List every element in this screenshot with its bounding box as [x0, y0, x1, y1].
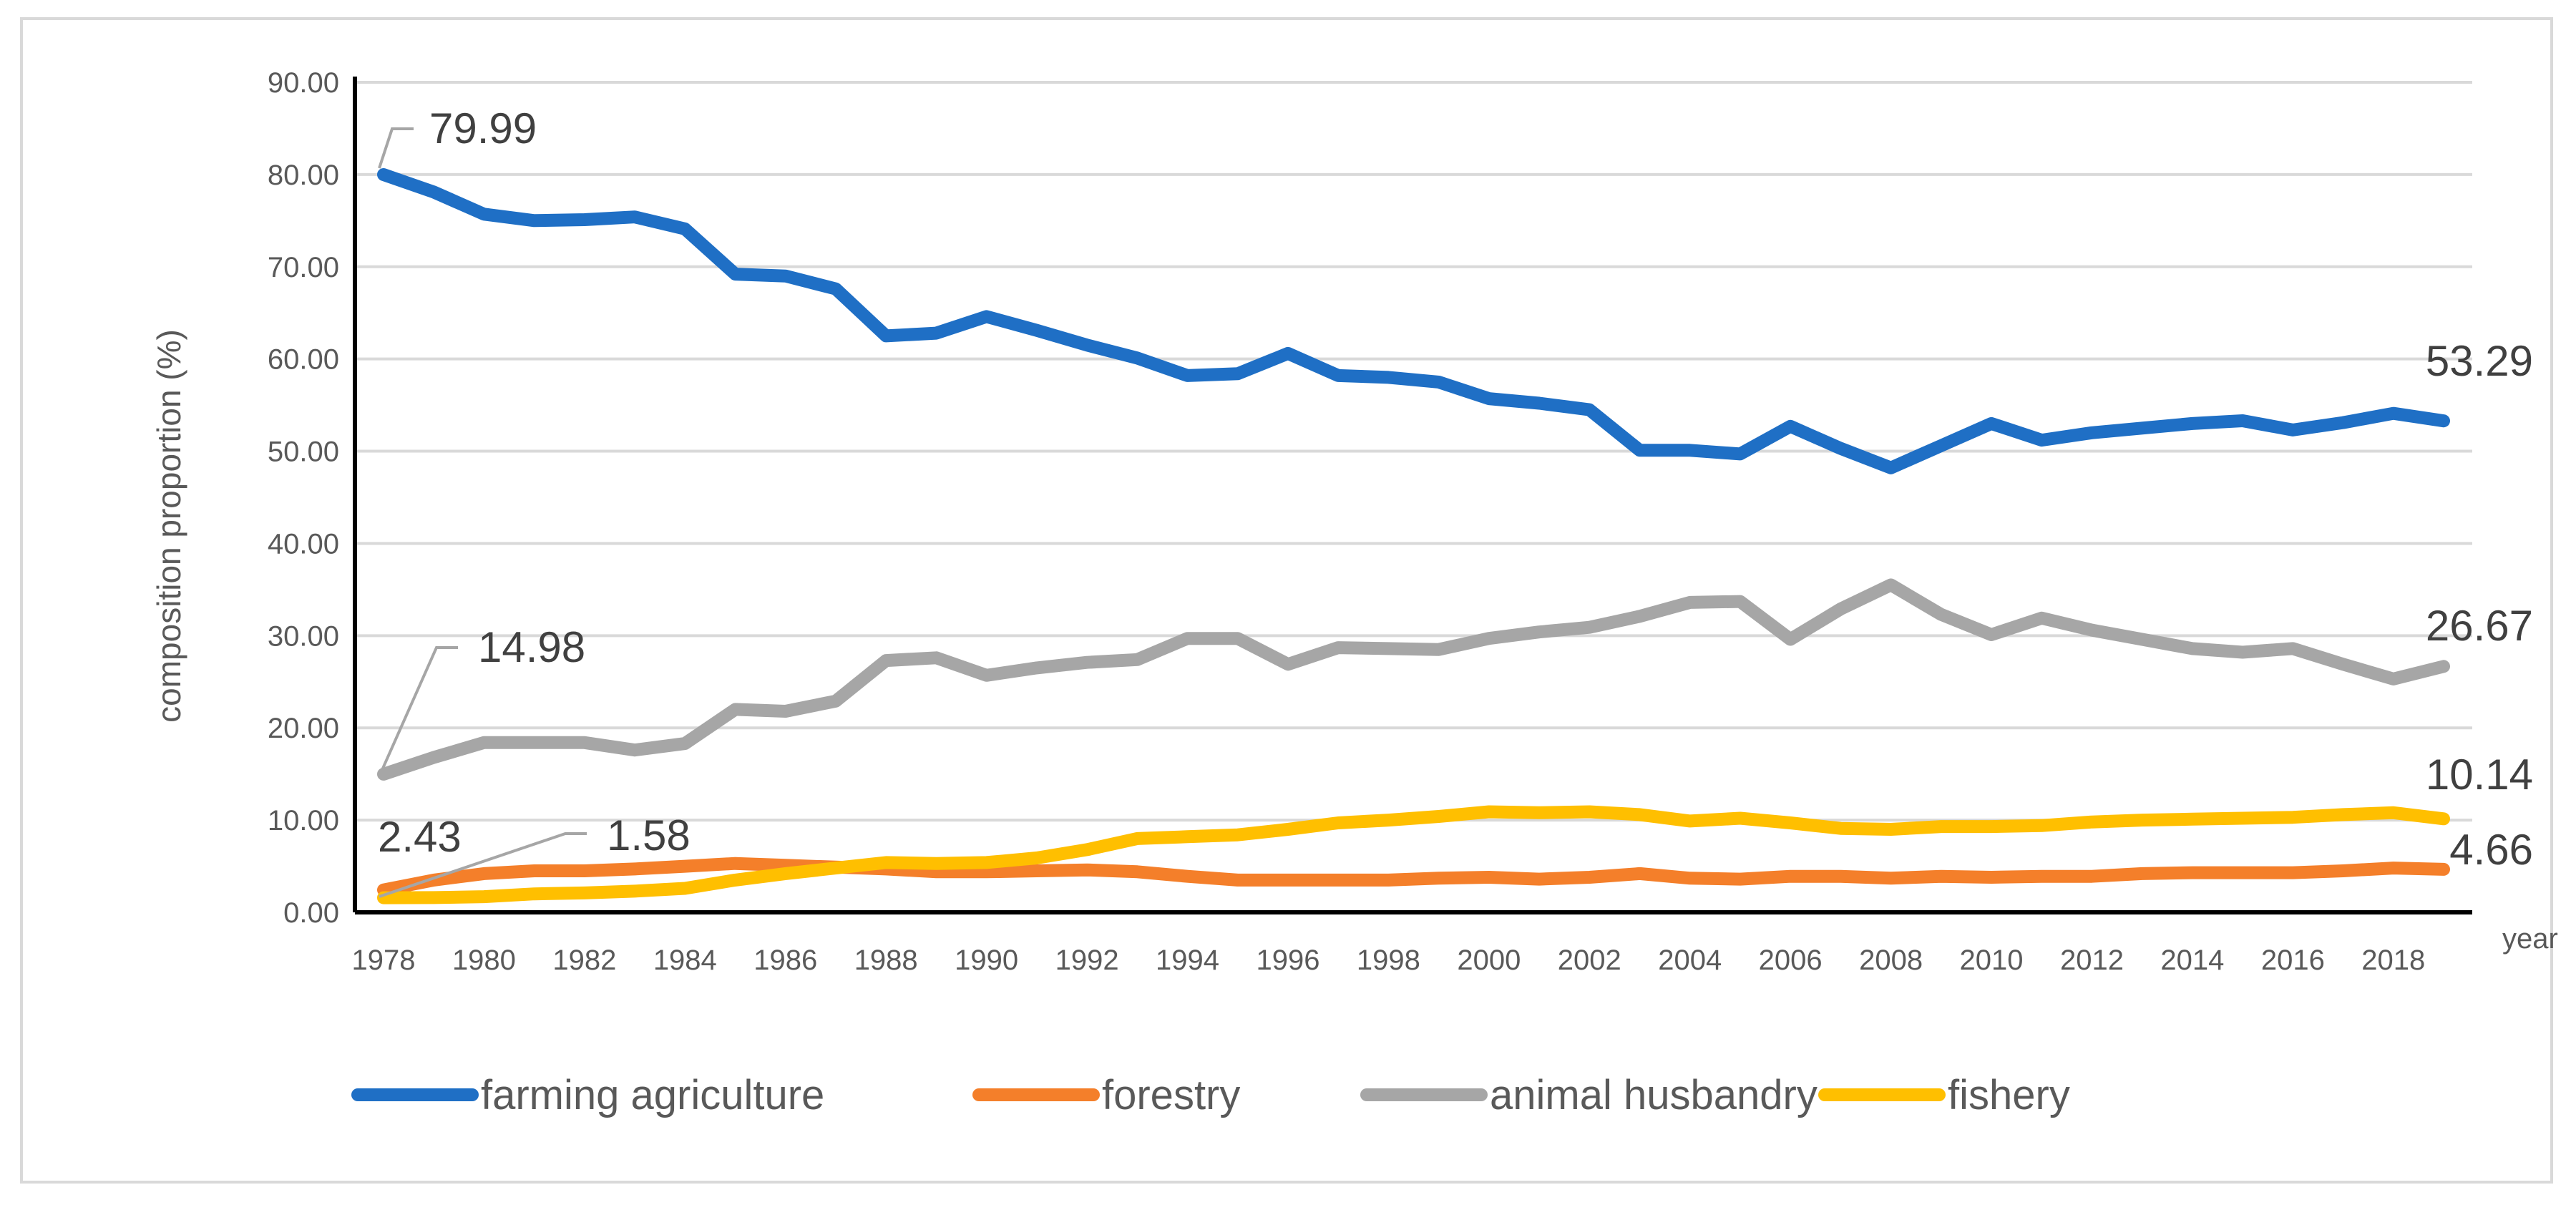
x-tick-label: 1982 — [552, 945, 616, 976]
leader-line — [378, 127, 414, 169]
y-tick-label: 70.00 — [268, 252, 339, 283]
leader-line — [378, 646, 458, 777]
chart-frame — [20, 17, 2553, 1184]
x-tick-label: 2008 — [1859, 945, 1923, 976]
y-tick-label: 60.00 — [268, 344, 339, 376]
x-tick-label: 2014 — [2160, 945, 2224, 976]
x-tick-label: 1992 — [1055, 945, 1119, 976]
y-tick-label: 50.00 — [268, 436, 339, 468]
data-label-end: 10.14 — [2426, 751, 2533, 799]
data-label-start: 1.58 — [607, 811, 691, 859]
series-line-farming-agriculture — [377, 168, 2450, 474]
y-tick-label: 20.00 — [268, 713, 339, 744]
legend-label: fishery — [1948, 1072, 2070, 1118]
x-tick-label: 2006 — [1759, 945, 1823, 976]
y-tick-label: 90.00 — [268, 67, 339, 99]
legend-label: forestry — [1102, 1072, 1240, 1118]
x-tick-label: 1994 — [1156, 945, 1219, 976]
x-tick-label: 1978 — [352, 945, 416, 976]
data-label-start: 14.98 — [478, 623, 585, 671]
x-tick-label: 1984 — [653, 945, 717, 976]
x-tick-label: 2018 — [2361, 945, 2425, 976]
x-axis-title: year — [2502, 923, 2558, 955]
y-tick-label: 30.00 — [268, 620, 339, 652]
x-tick-label: 1986 — [753, 945, 817, 976]
series-line-animal-husbandry — [377, 578, 2450, 781]
x-tick-label: 2012 — [2060, 945, 2124, 976]
x-tick-label: 2000 — [1457, 945, 1521, 976]
legend-item[interactable]: forestry — [972, 1072, 1240, 1118]
legend-label: animal husbandry — [1490, 1072, 1818, 1118]
legend-item[interactable]: farming agriculture — [351, 1072, 824, 1118]
x-tick-label: 1988 — [854, 945, 918, 976]
data-label-end: 53.29 — [2426, 337, 2533, 385]
leader-line — [379, 832, 587, 898]
series-line-fishery — [377, 805, 2450, 904]
x-tick-label: 1996 — [1256, 945, 1319, 976]
y-axis-title: composition proportion (%) — [150, 329, 187, 723]
data-label-end: 4.66 — [2449, 826, 2533, 874]
legend-item[interactable]: animal husbandry — [1360, 1072, 1818, 1118]
data-label-start: 79.99 — [429, 104, 537, 152]
x-tick-label: 2010 — [1960, 945, 2024, 976]
data-label-end: 26.67 — [2426, 602, 2533, 650]
y-tick-label: 40.00 — [268, 528, 339, 560]
x-tick-label: 2016 — [2261, 945, 2325, 976]
x-tick-label: 1990 — [955, 945, 1018, 976]
y-tick-label: 80.00 — [268, 160, 339, 191]
legend-label: farming agriculture — [481, 1072, 824, 1118]
series-line-forestry — [377, 857, 2450, 897]
x-tick-label: 2002 — [1558, 945, 1621, 976]
x-tick-label: 2004 — [1658, 945, 1722, 976]
x-tick-label: 1998 — [1357, 945, 1420, 976]
y-tick-label: 10.00 — [268, 805, 339, 836]
x-tick-label: 1980 — [452, 945, 516, 976]
legend-item[interactable]: fishery — [1818, 1072, 2070, 1118]
y-tick-label: 0.00 — [283, 897, 339, 929]
data-label-start: 2.43 — [378, 813, 462, 861]
